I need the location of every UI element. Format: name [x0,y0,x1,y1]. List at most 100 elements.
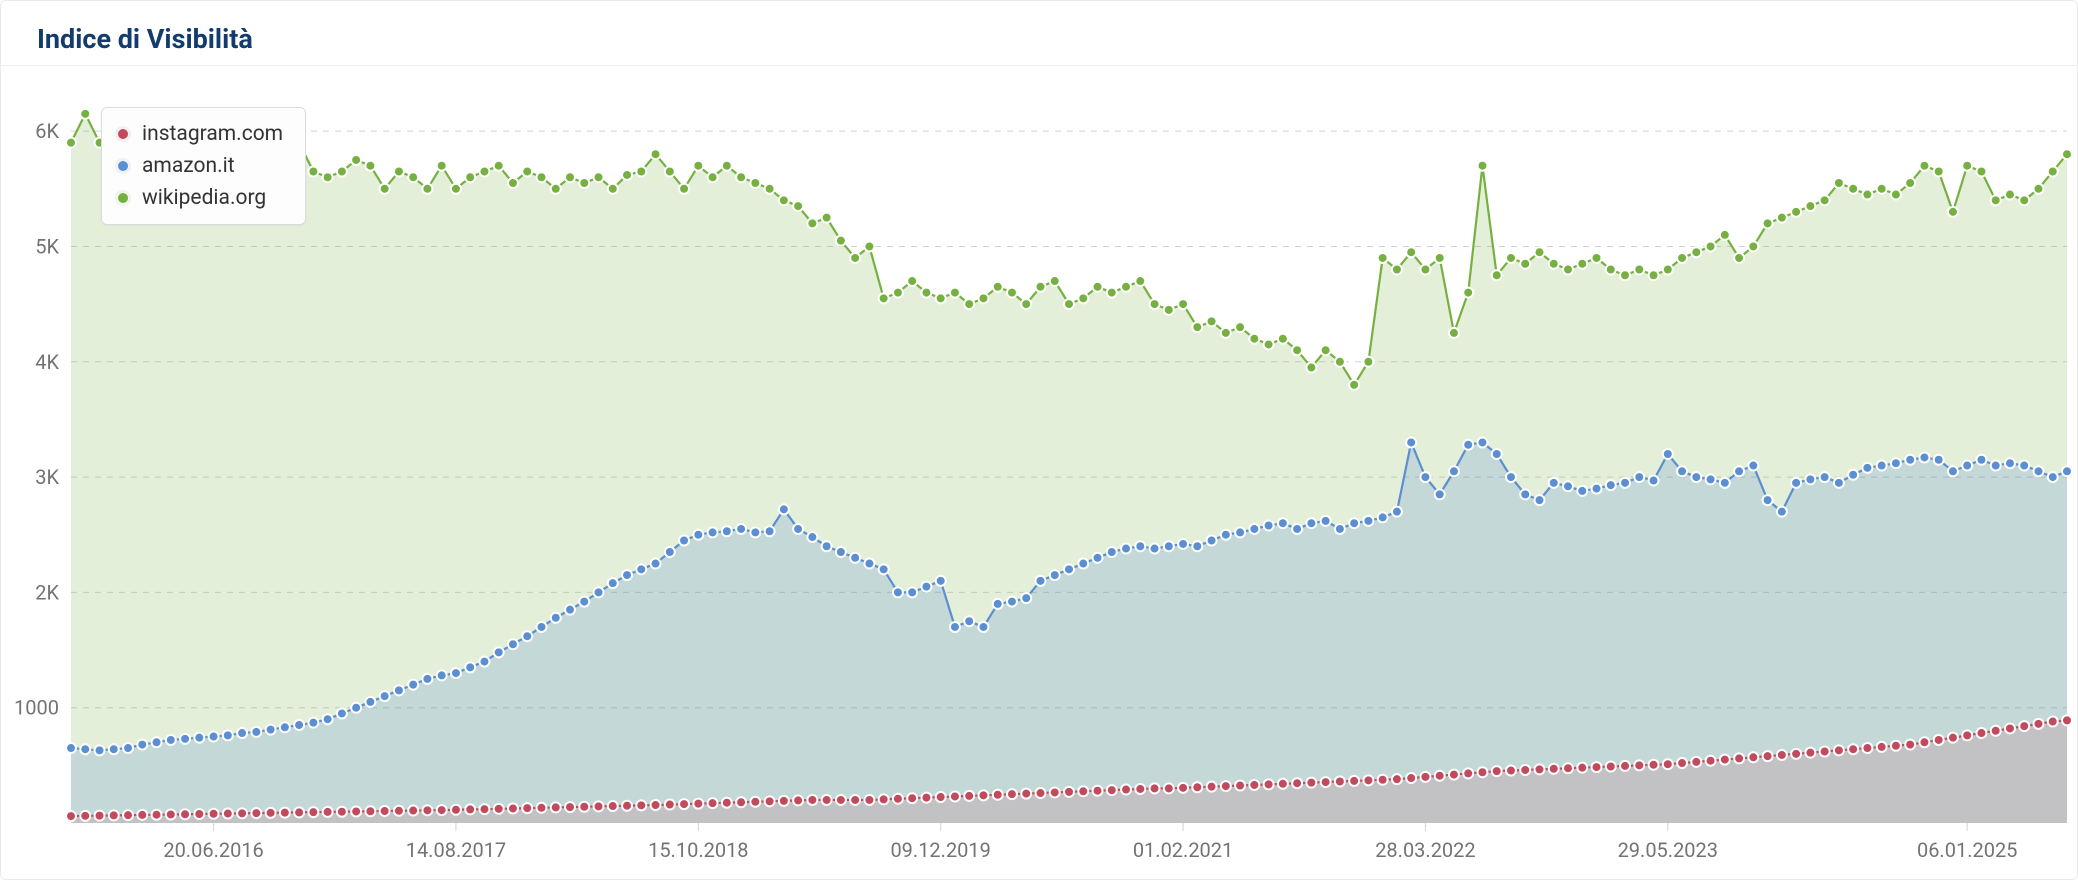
series-marker-instagram[interactable] [1078,786,1088,796]
series-marker-wikipedia[interactable] [950,288,960,298]
series-marker-instagram[interactable] [1763,751,1773,761]
series-marker-amazon[interactable] [1820,472,1830,482]
series-marker-wikipedia[interactable] [1620,270,1630,280]
series-marker-instagram[interactable] [1934,735,1944,745]
series-marker-wikipedia[interactable] [1164,305,1174,315]
series-marker-amazon[interactable] [1363,516,1373,526]
series-marker-amazon[interactable] [1805,474,1815,484]
series-marker-instagram[interactable] [1349,776,1359,786]
series-marker-instagram[interactable] [1520,765,1530,775]
series-marker-amazon[interactable] [1192,541,1202,551]
series-marker-instagram[interactable] [736,797,746,807]
series-marker-amazon[interactable] [1278,518,1288,528]
series-marker-instagram[interactable] [394,806,404,816]
series-marker-instagram[interactable] [522,803,532,813]
series-marker-wikipedia[interactable] [66,138,76,148]
series-marker-wikipedia[interactable] [1007,288,1017,298]
series-marker-instagram[interactable] [594,801,604,811]
series-marker-amazon[interactable] [1862,463,1872,473]
series-marker-amazon[interactable] [1050,570,1060,580]
series-marker-amazon[interactable] [1392,507,1402,517]
series-marker-wikipedia[interactable] [1734,253,1744,263]
series-marker-amazon[interactable] [1321,516,1331,526]
series-marker-amazon[interactable] [693,530,703,540]
series-marker-wikipedia[interactable] [1107,288,1117,298]
series-marker-amazon[interactable] [1406,437,1416,447]
series-marker-instagram[interactable] [1492,766,1502,776]
series-marker-amazon[interactable] [1734,466,1744,476]
series-marker-instagram[interactable] [380,806,390,816]
series-marker-instagram[interactable] [850,795,860,805]
series-marker-wikipedia[interactable] [479,166,489,176]
series-marker-instagram[interactable] [351,806,361,816]
series-marker-instagram[interactable] [1192,782,1202,792]
series-marker-instagram[interactable] [1178,783,1188,793]
series-marker-amazon[interactable] [1135,541,1145,551]
series-marker-wikipedia[interactable] [1791,207,1801,217]
series-marker-wikipedia[interactable] [1763,218,1773,228]
series-marker-instagram[interactable] [1577,763,1587,773]
series-marker-wikipedia[interactable] [1606,265,1616,275]
series-marker-amazon[interactable] [1463,440,1473,450]
series-marker-instagram[interactable] [1677,758,1687,768]
series-marker-instagram[interactable] [1948,733,1958,743]
series-marker-amazon[interactable] [323,714,333,724]
series-marker-wikipedia[interactable] [807,218,817,228]
series-marker-wikipedia[interactable] [1492,270,1502,280]
chart-legend[interactable]: instagram.comamazon.itwikipedia.org [101,107,306,225]
series-marker-instagram[interactable] [137,810,147,820]
series-marker-wikipedia[interactable] [308,166,318,176]
series-marker-amazon[interactable] [1877,461,1887,471]
series-marker-amazon[interactable] [380,691,390,701]
series-marker-wikipedia[interactable] [1905,178,1915,188]
series-marker-wikipedia[interactable] [337,166,347,176]
series-marker-instagram[interactable] [2048,717,2058,727]
series-marker-amazon[interactable] [1221,530,1231,540]
series-marker-wikipedia[interactable] [1235,322,1245,332]
series-marker-wikipedia[interactable] [864,241,874,251]
series-marker-wikipedia[interactable] [1748,241,1758,251]
series-marker-wikipedia[interactable] [1035,282,1045,292]
series-marker-wikipedia[interactable] [1121,282,1131,292]
series-marker-amazon[interactable] [1763,495,1773,505]
series-marker-wikipedia[interactable] [1249,334,1259,344]
series-marker-amazon[interactable] [2005,458,2015,468]
series-marker-amazon[interactable] [807,532,817,542]
series-marker-instagram[interactable] [708,798,718,808]
series-marker-wikipedia[interactable] [394,166,404,176]
series-marker-instagram[interactable] [1791,749,1801,759]
series-marker-instagram[interactable] [1221,781,1231,791]
series-marker-instagram[interactable] [494,804,504,814]
series-marker-instagram[interactable] [793,795,803,805]
series-marker-instagram[interactable] [1007,789,1017,799]
series-marker-amazon[interactable] [879,564,889,574]
series-marker-amazon[interactable] [237,728,247,738]
series-marker-amazon[interactable] [1249,524,1259,534]
series-marker-amazon[interactable] [1577,486,1587,496]
series-marker-wikipedia[interactable] [978,293,988,303]
series-marker-instagram[interactable] [1663,759,1673,769]
series-marker-instagram[interactable] [1107,785,1117,795]
series-marker-wikipedia[interactable] [1221,328,1231,338]
series-marker-wikipedia[interactable] [451,184,461,194]
series-marker-instagram[interactable] [1634,760,1644,770]
series-marker-instagram[interactable] [422,805,432,815]
series-marker-amazon[interactable] [1620,478,1630,488]
series-marker-amazon[interactable] [993,599,1003,609]
series-marker-instagram[interactable] [1093,786,1103,796]
series-marker-instagram[interactable] [1292,778,1302,788]
series-marker-amazon[interactable] [1378,512,1388,522]
series-marker-instagram[interactable] [536,803,546,813]
series-marker-instagram[interactable] [879,794,889,804]
series-marker-amazon[interactable] [2033,466,2043,476]
series-marker-wikipedia[interactable] [1264,339,1274,349]
series-marker-wikipedia[interactable] [465,172,475,182]
series-marker-instagram[interactable] [608,801,618,811]
series-marker-amazon[interactable] [1093,553,1103,563]
series-marker-amazon[interactable] [1848,470,1858,480]
series-marker-wikipedia[interactable] [1592,253,1602,263]
series-marker-amazon[interactable] [451,668,461,678]
series-marker-amazon[interactable] [964,616,974,626]
series-marker-wikipedia[interactable] [1677,253,1687,263]
series-marker-amazon[interactable] [1720,478,1730,488]
